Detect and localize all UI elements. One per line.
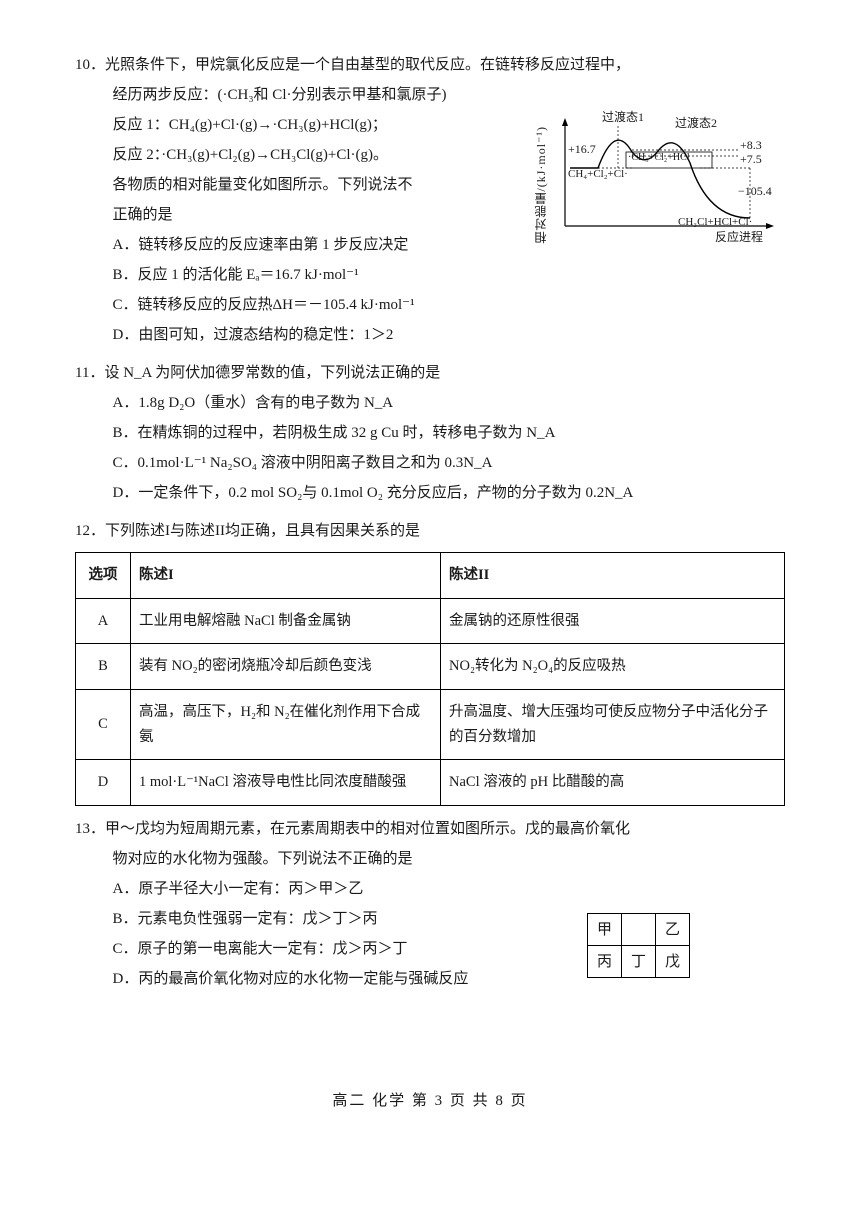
cell: 高温，高压下，H₂和 N₂在催化剂作用下合成氨 (131, 689, 441, 759)
grid-cell: 丁 (622, 946, 656, 978)
cell: NO₂转化为 N₂O₄的反应吸热 (441, 644, 785, 690)
chart-xlabel: 反应进程 (715, 230, 763, 244)
question-12: 12．下列陈述I与陈述II均正确，且具有因果关系的是 选项 陈述I 陈述II A… (75, 516, 785, 806)
q10-r2: 反应 2：·CH₃(g)+Cl₂(g)→CH₃Cl(g)+Cl·(g)。 (75, 140, 505, 170)
chart-sleft: CH₄+Cl₂+Cl· (568, 168, 628, 181)
energy-diagram: 相对能量/(kJ·mol⁻¹) 过渡态1 过渡态2 +16.7 +8.3 +7.… (540, 108, 785, 248)
grid-cell: 甲 (588, 914, 622, 946)
chart-sright: CH₃Cl+HCl+Cl· (678, 216, 752, 229)
chart-v83: +8.3 (740, 138, 762, 152)
chart-ylabel: 相对能量/(kJ·mol⁻¹) (534, 126, 548, 244)
q13-l1: 甲～戊均为短周期元素，在元素周期表中的相对位置如图所示。戊的最高价氧化 (105, 821, 630, 837)
cell: 1 mol·L⁻¹NaCl 溶液导电性比同浓度醋酸强 (131, 760, 441, 806)
periodic-mini-grid: 甲 乙 丙 丁 戊 (587, 913, 690, 978)
table-row: 选项 陈述I 陈述II (76, 553, 785, 599)
q13-l2: 物对应的水化物为强酸。下列说法不正确的是 (75, 844, 785, 874)
chart-vm105: −105.4 (738, 184, 772, 198)
table-row: A 工业用电解熔融 NaCl 制备金属钠 金属钠的还原性很强 (76, 598, 785, 644)
q10-l4: 正确的是 (75, 200, 505, 230)
q10-B: B．反应 1 的活化能 Eₐ＝16.7 kJ·mol⁻¹ (75, 260, 785, 290)
page-footer: 高二 化学 第 3 页 共 8 页 (0, 1086, 860, 1116)
chart-ts2: 过渡态2 (675, 116, 717, 130)
q10-stem: 10．光照条件下，甲烷氯化反应是一个自由基型的取代反应。在链转移反应过程中， (75, 50, 785, 80)
q13-num: 13． (75, 821, 105, 837)
q11-D: D．一定条件下，0.2 mol SO₂与 0.1mol O₂ 充分反应后，产物的… (75, 478, 785, 508)
q11-A: A．1.8g D₂O（重水）含有的电子数为 N_A (75, 388, 785, 418)
cell: 升高温度、增大压强均可使反应物分子中活化分子的百分数增加 (441, 689, 785, 759)
cell: 金属钠的还原性很强 (441, 598, 785, 644)
grid-cell (622, 914, 656, 946)
q10-r1: 反应 1：CH₄(g)+Cl·(g)→·CH₃(g)+HCl(g)； (75, 110, 505, 140)
cell: A (76, 598, 131, 644)
q11-C: C．0.1mol·L⁻¹ Na₂SO₄ 溶液中阴阳离子数目之和为 0.3N_A (75, 448, 785, 478)
q10-l1: 光照条件下，甲烷氯化反应是一个自由基型的取代反应。在链转移反应过程中， (105, 57, 630, 73)
table-row: D 1 mol·L⁻¹NaCl 溶液导电性比同浓度醋酸强 NaCl 溶液的 pH… (76, 760, 785, 806)
chart-smid: ·CH₃+Cl₂+HCl (628, 152, 690, 164)
chart-v167: +16.7 (568, 142, 596, 156)
q12-stem: 下列陈述I与陈述II均正确，且具有因果关系的是 (105, 523, 420, 539)
th-opt: 选项 (76, 553, 131, 599)
chart-ts1: 过渡态1 (602, 110, 644, 124)
q13-A: A．原子半径大小一定有：丙＞甲＞乙 (75, 874, 785, 904)
q12-num: 12． (75, 523, 105, 539)
q11-B: B．在精炼铜的过程中，若阴极生成 32 g Cu 时，转移电子数为 N_A (75, 418, 785, 448)
cell: B (76, 644, 131, 690)
question-11: 11．设 N_A 为阿伏加德罗常数的值，下列说法正确的是 A．1.8g D₂O（… (75, 358, 785, 508)
grid-cell: 乙 (656, 914, 690, 946)
q12-table: 选项 陈述I 陈述II A 工业用电解熔融 NaCl 制备金属钠 金属钠的还原性… (75, 552, 785, 806)
grid-cell: 戊 (656, 946, 690, 978)
q11-num: 11． (75, 365, 104, 381)
cell: 装有 NO₂的密闭烧瓶冷却后颜色变浅 (131, 644, 441, 690)
th-s2: 陈述II (441, 553, 785, 599)
grid-row: 丙 丁 戊 (588, 946, 690, 978)
cell: NaCl 溶液的 pH 比醋酸的高 (441, 760, 785, 806)
table-row: C 高温，高压下，H₂和 N₂在催化剂作用下合成氨 升高温度、增大压强均可使反应… (76, 689, 785, 759)
q10-l2: 经历两步反应：(·CH₃和 Cl·分别表示甲基和氯原子) (75, 80, 785, 110)
q10-D: D．由图可知，过渡态结构的稳定性：1＞2 (75, 320, 785, 350)
cell: C (76, 689, 131, 759)
cell: D (76, 760, 131, 806)
q11-stem: 设 N_A 为阿伏加德罗常数的值，下列说法正确的是 (104, 365, 440, 381)
cell: 工业用电解熔融 NaCl 制备金属钠 (131, 598, 441, 644)
grid-row: 甲 乙 (588, 914, 690, 946)
q10-l3: 各物质的相对能量变化如图所示。下列说法不 (75, 170, 505, 200)
q10-C: C．链转移反应的反应热ΔH＝－105.4 kJ·mol⁻¹ (75, 290, 785, 320)
th-s1: 陈述I (131, 553, 441, 599)
q10-A: A．链转移反应的反应速率由第 1 步反应决定 (75, 230, 505, 260)
table-row: B 装有 NO₂的密闭烧瓶冷却后颜色变浅 NO₂转化为 N₂O₄的反应吸热 (76, 644, 785, 690)
grid-cell: 丙 (588, 946, 622, 978)
chart-v75: +7.5 (740, 152, 762, 166)
q10-num: 10． (75, 57, 105, 73)
